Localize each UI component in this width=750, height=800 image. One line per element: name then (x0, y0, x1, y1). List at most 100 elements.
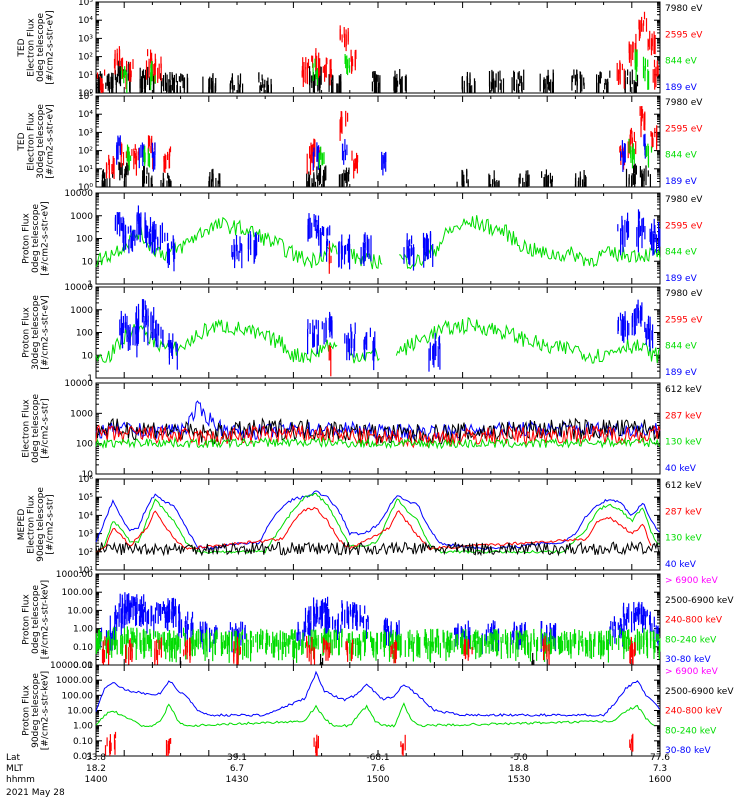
y-label-line: Electron Flux (22, 399, 32, 458)
y-tick-label: 0.01 (73, 752, 93, 762)
blue-series (119, 299, 654, 372)
y-tick-label: 10⁴ (78, 16, 93, 26)
plot-frame (95, 664, 661, 757)
y-label-line: [#/cm2-s-str-eV] (41, 201, 51, 276)
y-tick-label: 10 (82, 470, 94, 480)
legend-entry: 844 eV (665, 151, 698, 161)
legend-entry: 240-800 keV (665, 616, 723, 626)
legend-entry: 40 keV (665, 560, 697, 570)
blue-trace (95, 670, 660, 717)
y-tick-label: 100 (76, 235, 93, 245)
y-label-line: [#/cm2-s-str-eV] (41, 295, 51, 370)
y-tick-label: 0.10 (73, 643, 93, 653)
green-trace (95, 317, 661, 364)
x-row-label: Lat (6, 753, 21, 763)
y-axis-label: Electron Flux0deg telescope[#/cm2-s-str] (22, 394, 51, 464)
red-trace (95, 506, 652, 553)
legend: > 6900 keV 2500-6900 keV 240-800 keV 80-240… (665, 576, 734, 665)
y-label-line: [#/cm2-s-str-keV] (41, 671, 51, 750)
panel-1: 10⁰ 10¹ 10² 10³ 10⁴ 10⁵ TEDElectron Flux0deg t… (17, 0, 704, 99)
y-label-line: Electron Flux (26, 112, 36, 171)
legend: 612 keV 287 keV 130 keV 40 keV (665, 481, 702, 570)
x-row-value: -68.1 (366, 753, 389, 763)
legend-entry: 844 eV (665, 342, 698, 352)
y-tick-label: 10² (78, 147, 93, 157)
blue-series (95, 670, 660, 717)
black-series (179, 652, 535, 665)
blue-series (116, 133, 646, 176)
x-row-value: 77.6 (650, 753, 670, 763)
y-tick-label: 1000.00 (56, 676, 93, 686)
legend-entry: 40 keV (665, 464, 697, 474)
legend-entry: 189 eV (665, 83, 698, 93)
y-label-line: [#/cm2-s-str-eV] (45, 10, 55, 85)
y-axis-label: MEPEDElectron Flux90deg telescope[#/cm2-… (17, 487, 56, 562)
legend-entry: > 6900 keV (665, 667, 719, 677)
x-row-value: 18.2 (86, 764, 106, 774)
legend-entry: 844 eV (665, 57, 698, 67)
blue-trace (95, 490, 660, 551)
panel-2: 10⁰ 10¹ 10² 10³ 10⁴ 10⁵ TEDElectron Flux30deg … (17, 92, 704, 193)
y-tick-label: 10⁴ (78, 511, 93, 521)
legend: > 6900 keV 2500-6900 keV 240-800 keV 80-240… (665, 667, 734, 756)
panel-5: 10 100 1000 10000 Electron Flux0deg telescop… (22, 379, 703, 480)
y-tick-label: 10 (82, 351, 94, 361)
y-label-line: TED (17, 132, 27, 151)
legend: 7980 eV 2595 eV 844 eV 189 eV (665, 98, 703, 187)
y-tick-label: 10⁰ (78, 89, 93, 99)
y-label-line: Proton Flux (22, 685, 32, 736)
y-tick-label: 10² (78, 53, 93, 63)
y-label-line: 90deg telescope (36, 487, 46, 562)
y-tick-label: 10⁰ (78, 183, 93, 193)
red-series (101, 635, 636, 665)
y-tick-label: 10⁴ (78, 110, 93, 120)
x-row-value: 1430 (226, 775, 249, 785)
green-series (95, 436, 661, 450)
y-axis-label: Proton Flux90deg telescope[#/cm2-s-str-k… (22, 671, 51, 750)
black-series (96, 60, 639, 93)
y-tick-label: 10³ (78, 34, 93, 44)
y-axis-label: TEDElectron Flux0deg telescope[#/cm2-s-s… (17, 10, 56, 85)
y-tick-label: 10² (78, 548, 93, 558)
y-tick-label: 1000 (70, 306, 93, 316)
legend-entry: 2595 eV (665, 315, 703, 325)
legend-entry: 287 keV (665, 507, 702, 517)
plot-frame (95, 286, 661, 379)
y-tick-label: 10000 (64, 379, 93, 389)
y-label-line: [#/cm2-s-str] (41, 398, 51, 458)
y-tick-label: 10⁵ (78, 493, 93, 503)
red-series (96, 11, 659, 93)
legend: 612 keV 287 keV 130 keV 40 keV (665, 385, 702, 474)
legend-entry: 7980 eV (665, 195, 703, 205)
green-series (121, 49, 650, 93)
legend-entry: 189 eV (665, 368, 698, 378)
blue-series (114, 205, 661, 272)
y-tick-label: 1.00 (73, 625, 93, 635)
legend-entry: 130 keV (665, 438, 702, 448)
y-label-line: 30deg telescope (36, 104, 46, 179)
y-tick-label: 10 (82, 257, 94, 267)
y-label-line: 0deg telescope (31, 394, 41, 464)
y-tick-label: 1.00 (73, 722, 93, 732)
green-series (126, 138, 653, 171)
panel-7: 0.01 0.10 1.00 10.00 100.00 1000.00 Proton Flu… (22, 570, 735, 671)
legend-entry: 189 eV (665, 177, 698, 187)
legend-entry: 80-240 keV (665, 635, 717, 645)
legend-entry: 240-800 keV (665, 707, 723, 717)
x-row-value: -5.0 (510, 753, 528, 763)
x-row-value: 1500 (367, 775, 390, 785)
legend-entry: 189 eV (665, 274, 698, 284)
date-label: 2021 May 28 (6, 788, 65, 798)
legend-entry: 844 eV (665, 248, 698, 258)
y-axis-label: TEDElectron Flux30deg telescope[#/cm2-s-… (17, 104, 56, 179)
legend-entry: 612 keV (665, 385, 702, 395)
legend-entry: 2500-6900 keV (665, 596, 734, 606)
y-tick-label: 100.00 (62, 588, 94, 598)
green-trace (95, 215, 661, 270)
green-series (95, 317, 661, 364)
x-row-value: 7.6 (371, 764, 386, 774)
red-series (104, 731, 634, 756)
y-axis-label: Proton Flux0deg telescope[#/cm2-s-str-eV… (22, 201, 51, 276)
x-row-value: 6.7 (230, 764, 244, 774)
legend-entry: 2595 eV (665, 124, 703, 134)
